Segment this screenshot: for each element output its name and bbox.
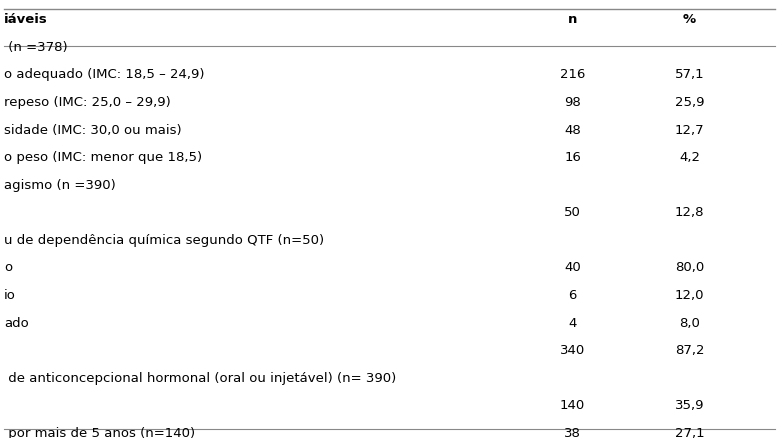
Text: sidade (IMC: 30,0 ou mais): sidade (IMC: 30,0 ou mais) xyxy=(4,124,182,137)
Text: 340: 340 xyxy=(560,344,585,357)
Text: 48: 48 xyxy=(564,124,581,137)
Text: 12,8: 12,8 xyxy=(675,206,704,219)
Text: o peso (IMC: menor que 18,5): o peso (IMC: menor que 18,5) xyxy=(4,151,202,164)
Text: n: n xyxy=(568,13,577,26)
Text: 4,2: 4,2 xyxy=(679,151,700,164)
Text: 16: 16 xyxy=(564,151,581,164)
Text: 35,9: 35,9 xyxy=(675,399,704,413)
Text: 12,0: 12,0 xyxy=(675,289,704,302)
Text: 140: 140 xyxy=(560,399,585,413)
Text: (n =378): (n =378) xyxy=(4,41,68,54)
Text: de anticoncepcional hormonal (oral ou injetável) (n= 390): de anticoncepcional hormonal (oral ou in… xyxy=(4,372,397,385)
Text: 27,1: 27,1 xyxy=(675,427,704,438)
Text: ado: ado xyxy=(4,317,29,330)
Text: 87,2: 87,2 xyxy=(675,344,704,357)
Text: u de dependência química segundo QTF (n=50): u de dependência química segundo QTF (n=… xyxy=(4,234,324,247)
Text: 57,1: 57,1 xyxy=(675,68,704,81)
Text: por mais de 5 anos (n=140): por mais de 5 anos (n=140) xyxy=(4,427,195,438)
Text: 12,7: 12,7 xyxy=(675,124,704,137)
Text: 98: 98 xyxy=(564,96,581,109)
Text: iáveis: iáveis xyxy=(4,13,48,26)
Text: 80,0: 80,0 xyxy=(675,261,704,275)
Text: 8,0: 8,0 xyxy=(679,317,700,330)
Text: 38: 38 xyxy=(564,427,581,438)
Text: %: % xyxy=(683,13,696,26)
Text: repeso (IMC: 25,0 – 29,9): repeso (IMC: 25,0 – 29,9) xyxy=(4,96,171,109)
Text: agismo (n =390): agismo (n =390) xyxy=(4,179,115,192)
Text: 4: 4 xyxy=(569,317,576,330)
Text: 40: 40 xyxy=(564,261,581,275)
Text: 50: 50 xyxy=(564,206,581,219)
Text: o adequado (IMC: 18,5 – 24,9): o adequado (IMC: 18,5 – 24,9) xyxy=(4,68,204,81)
Text: 6: 6 xyxy=(569,289,576,302)
Text: io: io xyxy=(4,289,16,302)
Text: 25,9: 25,9 xyxy=(675,96,704,109)
Text: o: o xyxy=(4,261,12,275)
Text: 216: 216 xyxy=(560,68,585,81)
